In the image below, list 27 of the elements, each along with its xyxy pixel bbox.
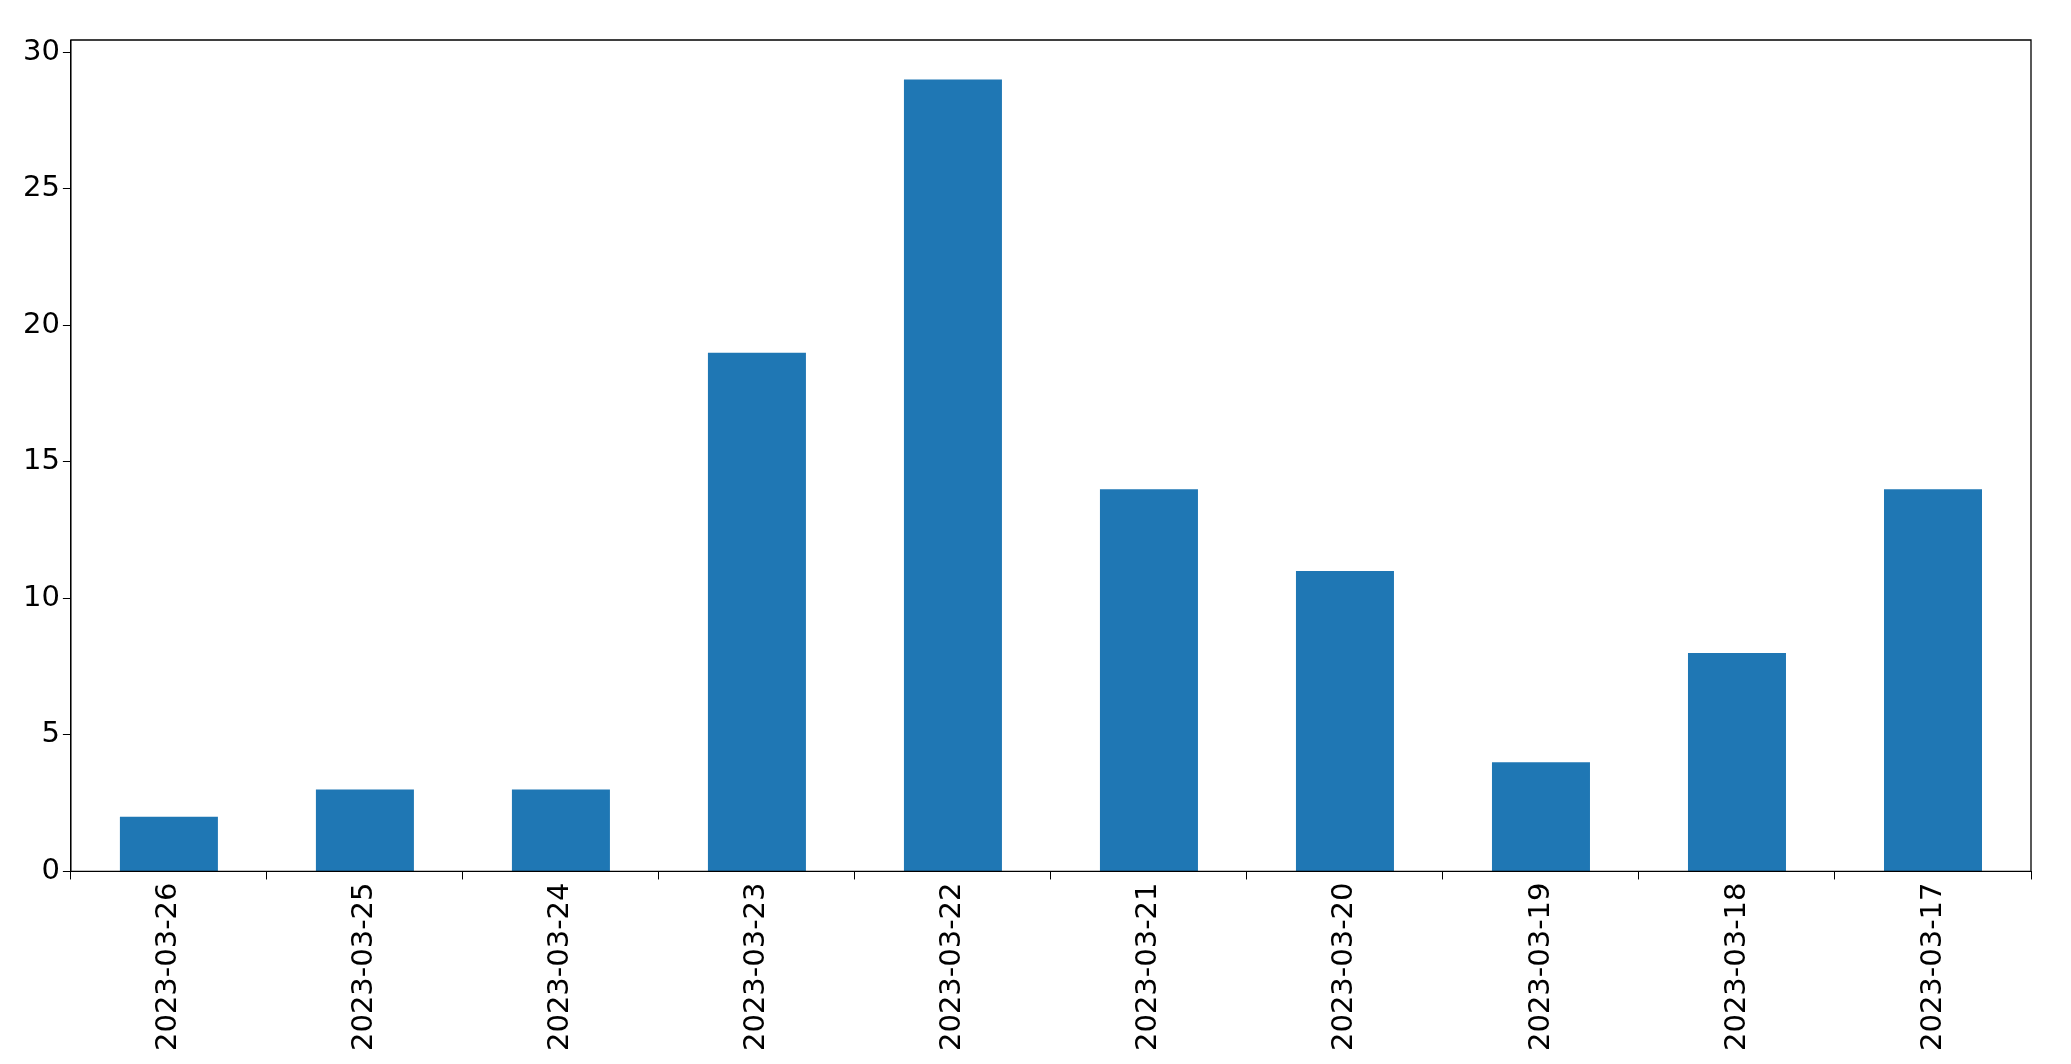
y-tick-label: 15 bbox=[23, 442, 60, 477]
y-tick-label: 25 bbox=[23, 169, 60, 204]
bar bbox=[511, 789, 610, 871]
bar bbox=[1883, 489, 1982, 871]
x-tick-label: 2023-03-17 bbox=[1913, 882, 1948, 1052]
bar bbox=[707, 352, 806, 871]
x-tick-label: 2023-03-23 bbox=[737, 882, 772, 1052]
x-tick-label: 2023-03-20 bbox=[1325, 882, 1360, 1052]
y-tick-label: 30 bbox=[23, 32, 60, 67]
x-tick-label: 2023-03-18 bbox=[1717, 882, 1752, 1052]
y-tick-label: 0 bbox=[41, 852, 60, 886]
bar bbox=[903, 79, 1002, 871]
x-tick-label: 2023-03-25 bbox=[345, 882, 380, 1052]
bar bbox=[1491, 762, 1590, 871]
bar bbox=[1687, 653, 1786, 871]
bar bbox=[1295, 571, 1394, 871]
x-tick-label: 2023-03-21 bbox=[1129, 882, 1164, 1052]
bar bbox=[119, 816, 218, 871]
y-tick-label: 10 bbox=[23, 578, 60, 613]
bar bbox=[315, 789, 414, 871]
x-tick-label: 2023-03-26 bbox=[149, 882, 184, 1052]
x-tick-label: 2023-03-22 bbox=[933, 882, 968, 1052]
y-tick-label: 5 bbox=[41, 715, 60, 750]
y-tick-label: 20 bbox=[23, 305, 60, 340]
x-tick-label: 2023-03-19 bbox=[1521, 882, 1556, 1052]
x-tick-label: 2023-03-24 bbox=[541, 882, 576, 1052]
bar bbox=[1099, 489, 1198, 871]
